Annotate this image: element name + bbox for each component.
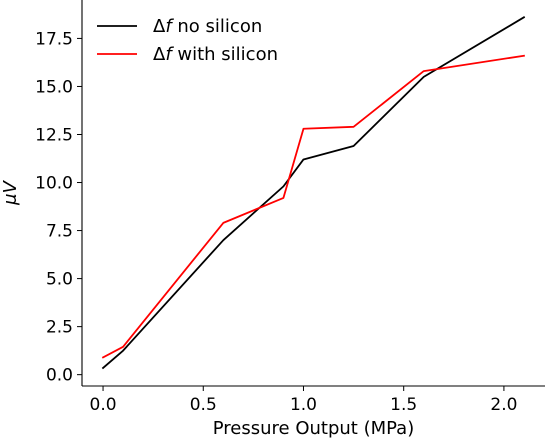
legend-entry: Δf with silicon bbox=[97, 44, 278, 65]
y-tick-label: 10.0 bbox=[35, 174, 73, 194]
legend-delta: Δ bbox=[153, 44, 166, 65]
y-tick-label: 0.0 bbox=[46, 366, 73, 386]
y-tick-label: 2.5 bbox=[46, 318, 73, 338]
y-tick-label: 15.0 bbox=[35, 77, 73, 97]
legend-text: with silicon bbox=[172, 44, 278, 65]
y-axis-title: μV bbox=[0, 179, 21, 205]
y-tick-label: 17.5 bbox=[35, 29, 73, 49]
legend-symbol: f bbox=[165, 16, 174, 37]
x-tick-label: 2.0 bbox=[490, 395, 517, 415]
y-axis: 0.0 2.5 5.0 7.5 10.0 12.5 15.0 17.5 bbox=[35, 29, 82, 386]
series-line-with-silicon bbox=[101, 54, 525, 359]
series-line-no-silicon bbox=[101, 16, 526, 370]
x-axis-title: Pressure Output (MPa) bbox=[213, 418, 414, 438]
legend-label: Δf with silicon bbox=[153, 44, 278, 65]
plot-area bbox=[81, 0, 545, 387]
x-tick-label: 0.0 bbox=[90, 395, 117, 415]
legend-entry: Δf no silicon bbox=[97, 16, 262, 37]
legend-delta: Δ bbox=[153, 16, 166, 37]
legend-symbol: f bbox=[165, 44, 174, 65]
x-tick-label: 1.0 bbox=[290, 395, 317, 415]
y-tick-label: 12.5 bbox=[35, 125, 73, 145]
legend-label: Δf no silicon bbox=[153, 16, 262, 37]
x-axis: 0.0 0.5 1.0 1.5 2.0 bbox=[90, 386, 517, 415]
x-tick-label: 0.5 bbox=[190, 395, 217, 415]
series-layer bbox=[101, 16, 526, 370]
legend-text: no silicon bbox=[172, 16, 263, 37]
y-tick-label: 5.0 bbox=[46, 270, 73, 290]
y-tick-label: 7.5 bbox=[46, 222, 73, 242]
x-tick-label: 1.5 bbox=[390, 395, 417, 415]
